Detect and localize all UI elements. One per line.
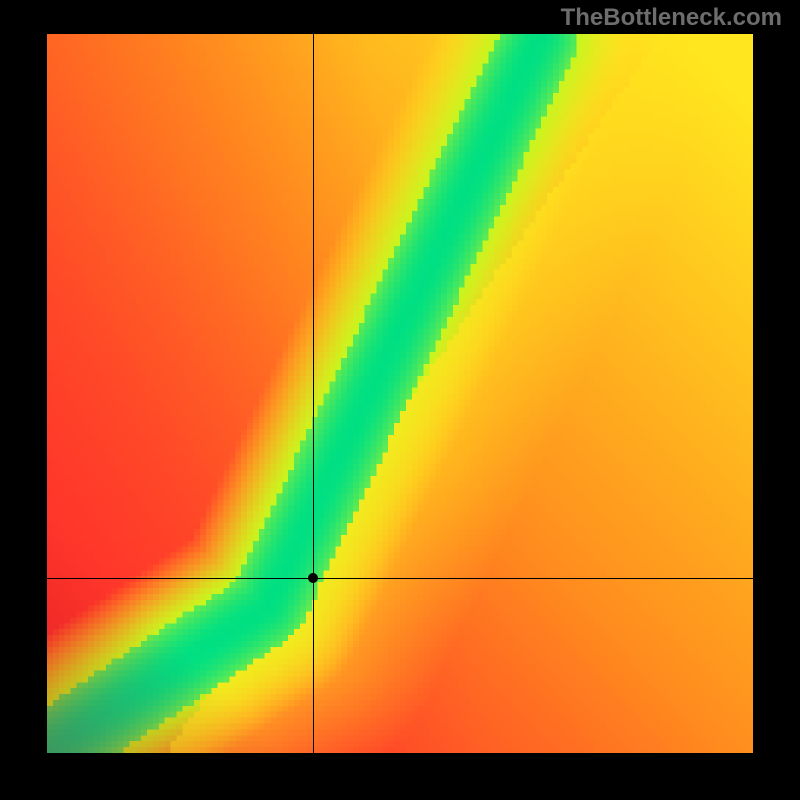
watermark-text: TheBottleneck.com <box>561 4 782 32</box>
crosshair-vertical <box>313 34 314 753</box>
chart-container: TheBottleneck.com <box>0 0 800 800</box>
bottleneck-heatmap <box>47 34 753 753</box>
crosshair-horizontal <box>47 578 753 579</box>
crosshair-marker <box>308 573 318 583</box>
